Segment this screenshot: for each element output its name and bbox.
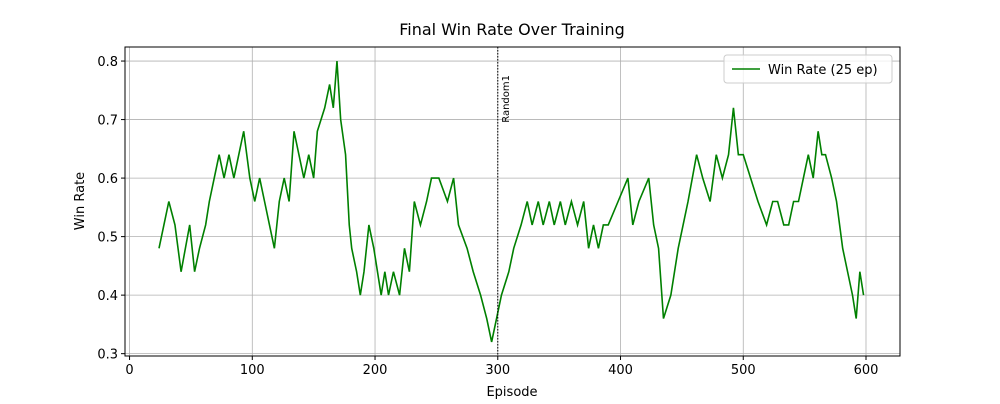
x-tick-label: 400 (608, 363, 633, 378)
y-tick-label: 0.5 (97, 231, 118, 246)
series-line (158, 60, 865, 343)
x-tick-label: 0 (125, 363, 133, 378)
y-tick-label: 0.3 (97, 348, 118, 363)
legend-box (723, 54, 893, 84)
reference-label: Random1 (501, 75, 512, 123)
x-tick-label: 500 (731, 363, 756, 378)
y-axis-label: Win Rate (73, 172, 88, 230)
legend-label: Win Rate (25 ep) (768, 63, 878, 78)
y-tick-label: 0.4 (97, 289, 118, 304)
x-tick-label: 100 (240, 363, 265, 378)
plot-frame (124, 46, 901, 357)
chart-title: Final Win Rate Over Training (399, 20, 625, 39)
y-tick-label: 0.6 (97, 172, 118, 187)
x-axis-label: Episode (486, 385, 537, 400)
x-tick-label: 200 (363, 363, 388, 378)
x-tick-label: 300 (485, 363, 510, 378)
y-tick-label: 0.7 (97, 114, 118, 129)
y-tick-label: 0.8 (97, 55, 118, 70)
x-tick-label: 600 (854, 363, 879, 378)
